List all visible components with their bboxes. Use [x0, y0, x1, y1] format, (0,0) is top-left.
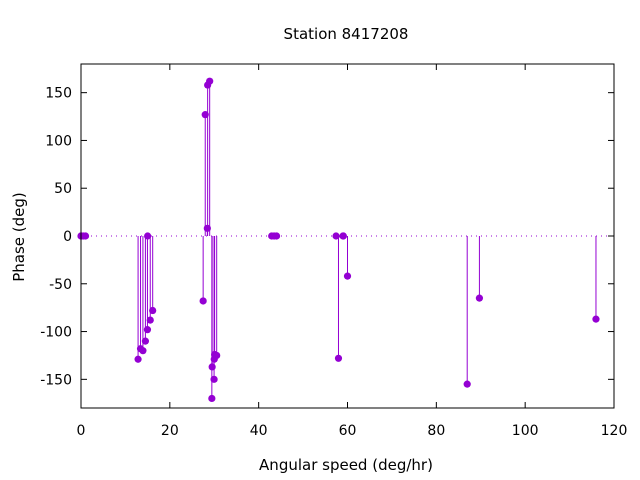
- y-tick-label: 100: [45, 133, 72, 149]
- x-tick-label: 40: [250, 423, 268, 439]
- data-point: [332, 232, 340, 240]
- y-axis-label: Phase (deg): [10, 192, 28, 282]
- y-tick-label: 50: [54, 181, 72, 197]
- data-point: [139, 347, 147, 355]
- data-point: [334, 354, 343, 362]
- x-tick-label: 100: [512, 423, 539, 439]
- data-point: [339, 232, 347, 240]
- data-point: [592, 315, 600, 323]
- x-tick-label: 20: [161, 423, 179, 439]
- x-axis-label: Angular speed (deg/hr): [259, 456, 433, 474]
- data-point: [208, 363, 216, 371]
- data-point: [199, 297, 207, 305]
- data-point: [206, 77, 214, 85]
- data-point: [343, 272, 352, 280]
- data-point: [203, 224, 211, 232]
- axis-ticks: 0 20 40 60 80 100 120 -150 -100 -50 0 50 100 150: [40, 64, 627, 439]
- data-point: [463, 380, 471, 388]
- data-points: [77, 77, 600, 403]
- data-point: [144, 232, 152, 240]
- data-point: [272, 232, 281, 240]
- data-point: [201, 111, 209, 119]
- x-tick-label: 0: [77, 423, 86, 439]
- x-tick-label: 80: [427, 423, 445, 439]
- data-point: [143, 326, 152, 334]
- y-tick-label: 150: [45, 86, 72, 102]
- data-point: [141, 337, 150, 345]
- data-point: [210, 375, 218, 383]
- data-point: [81, 232, 90, 240]
- x-tick-label: 120: [601, 423, 628, 439]
- data-point: [146, 316, 154, 324]
- data-point: [208, 394, 216, 403]
- y-tick-label: -150: [40, 372, 72, 388]
- y-tick-label: -50: [49, 277, 72, 293]
- data-point: [475, 294, 484, 302]
- data-point: [149, 306, 157, 315]
- impulse-lines: [137, 81, 597, 399]
- plot-frame: [80, 63, 615, 409]
- data-point: [213, 351, 221, 360]
- data-point: [134, 355, 142, 363]
- y-tick-label: -100: [40, 325, 72, 341]
- x-tick-label: 60: [339, 423, 357, 439]
- y-tick-label: 0: [63, 229, 72, 245]
- chart-title: Station 8417208: [284, 25, 409, 43]
